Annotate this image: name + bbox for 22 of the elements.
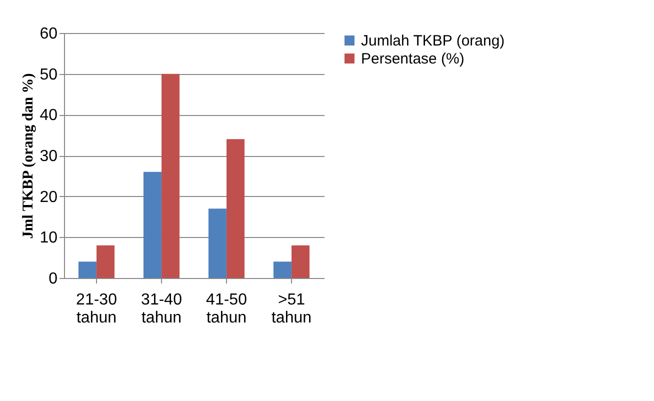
y-tick-label: 10 — [40, 230, 58, 247]
bar — [78, 262, 96, 278]
y-tick-label: 30 — [40, 148, 58, 165]
bar — [143, 172, 162, 278]
bar — [208, 208, 226, 278]
y-tick-label: 50 — [40, 66, 58, 84]
y-axis-title: Jml TKBP (orang dan %) — [20, 73, 37, 239]
y-tick-label: 40 — [40, 107, 58, 124]
y-tick-label: 60 — [40, 26, 58, 42]
x-tick-label: 41-50 tahun — [206, 292, 248, 326]
y-tick-label: 0 — [48, 270, 58, 288]
x-tick-label: 31-40 tahun — [141, 292, 182, 326]
legend-label: Persentase (%) — [361, 50, 464, 68]
y-tick-label: 20 — [40, 188, 58, 206]
bar — [226, 139, 245, 278]
bar — [162, 74, 180, 278]
bar — [292, 245, 310, 278]
x-tick-label: >51 tahun — [271, 292, 312, 326]
x-tick-label: 21-30 tahun — [76, 292, 118, 326]
bar — [273, 262, 292, 278]
bar — [96, 245, 115, 278]
legend-label: Jumlah TKBP (orang) — [361, 32, 505, 50]
